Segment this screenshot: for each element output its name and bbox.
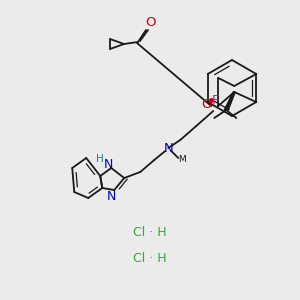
Polygon shape [224, 92, 235, 110]
Text: Cl · H: Cl · H [133, 226, 167, 238]
Text: Cl · H: Cl · H [133, 251, 167, 265]
Text: N: N [164, 142, 173, 154]
Text: O: O [201, 98, 211, 110]
Text: M: M [178, 155, 186, 164]
Text: H: H [96, 154, 104, 164]
Text: N: N [106, 190, 116, 202]
Text: F: F [212, 94, 219, 106]
Text: O: O [145, 16, 155, 29]
Text: N: N [103, 158, 113, 170]
